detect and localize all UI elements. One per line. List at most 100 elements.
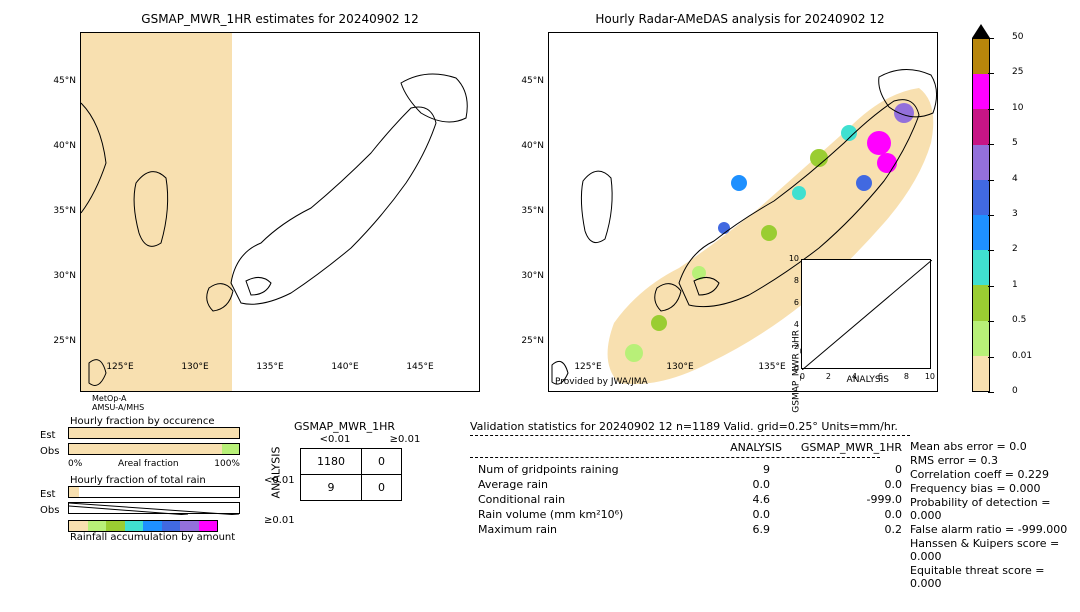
- left-lon-tick: 130°E: [175, 362, 215, 372]
- scatter-xtick: 8: [904, 372, 909, 381]
- colorbar-tick: 2: [1012, 244, 1018, 254]
- rain-palette-swatches: [68, 520, 218, 532]
- rain-swatch: [143, 521, 162, 531]
- ct-cell-10: 9: [301, 475, 362, 501]
- sensor-name: AMSU-A/MHS: [92, 404, 144, 413]
- right-lon-tick: 135°E: [752, 362, 792, 372]
- rain-swatch: [106, 521, 125, 531]
- score-line: RMS error = 0.3: [910, 454, 1075, 467]
- rainfall-accum-title: Rainfall accumulation by amount: [70, 532, 240, 543]
- stat-analysis: 6.9: [690, 522, 778, 537]
- stat-analysis: 0.0: [690, 477, 778, 492]
- frac2-obs-label: Obs: [40, 505, 64, 516]
- ct-cell-00: 1180: [301, 449, 362, 475]
- colorbar-tick: 0: [1012, 386, 1018, 396]
- stat-estimate: -999.0: [778, 492, 910, 507]
- contingency-table: 1180 0 9 0: [300, 448, 402, 501]
- right-lon-tick: 125°E: [568, 362, 608, 372]
- scatter-plot: [801, 259, 931, 369]
- colorbar-swatch: [973, 285, 989, 320]
- left-lat-tick: 25°N: [40, 336, 76, 346]
- colorbar-swatch: [973, 74, 989, 109]
- score-line: Hanssen & Kuipers score = 0.000: [910, 537, 1075, 563]
- stat-label: Conditional rain: [470, 492, 690, 507]
- colorbar-swatch: [973, 145, 989, 180]
- ct-col-cat-0: <0.01: [320, 434, 351, 445]
- scatter-ytick: 4: [794, 320, 799, 329]
- score-line: Equitable threat score = 0.000: [910, 564, 1075, 590]
- frac-axis-100: 100%: [214, 459, 240, 469]
- satellite-label: MetOp-A AMSU-A/MHS: [92, 395, 144, 413]
- colorbar-swatch: [973, 180, 989, 215]
- right-map-title: Hourly Radar-AMeDAS analysis for 2024090…: [545, 12, 935, 26]
- scatter-xtick: 2: [826, 372, 831, 381]
- frac2-est-label: Est: [40, 489, 64, 500]
- stat-estimate: 0.2: [778, 522, 910, 537]
- colorbar-swatch: [973, 215, 989, 250]
- score-line: Correlation coeff = 0.229: [910, 468, 1075, 481]
- stat-estimate: 0.0: [778, 507, 910, 522]
- right-lat-tick: 40°N: [508, 141, 544, 151]
- right-lon-tick: 130°E: [660, 362, 700, 372]
- rain-swatch: [180, 521, 199, 531]
- ct-cell-11: 0: [362, 475, 402, 501]
- colorbar-tick: 4: [1012, 174, 1018, 184]
- scatter-xtick: 10: [925, 372, 935, 381]
- contingency-col-header: GSMAP_MWR_1HR: [294, 420, 395, 433]
- scatter-ytick: 0: [794, 364, 799, 373]
- score-line: Mean abs error = 0.0: [910, 440, 1075, 453]
- colorbar-tick: 25: [1012, 67, 1023, 77]
- colorbar-tick: 50: [1012, 32, 1023, 42]
- stats-col1: ANALYSIS: [710, 440, 790, 455]
- stat-label: Average rain: [470, 477, 690, 492]
- scatter-xtick: 6: [878, 372, 883, 381]
- stats-header: Validation statistics for 20240902 12 n=…: [470, 420, 910, 433]
- colorbar-tick: 3: [1012, 209, 1018, 219]
- colorbar-tick: 0.01: [1012, 351, 1032, 361]
- colorbar-swatch: [973, 356, 989, 391]
- left-lon-tick: 135°E: [250, 362, 290, 372]
- rain-swatch: [199, 521, 218, 531]
- scatter-ytick: 10: [789, 254, 799, 263]
- colorbar-swatch: [973, 109, 989, 144]
- left-lon-tick: 125°E: [100, 362, 140, 372]
- ct-row-cat-0: <0.01: [264, 460, 295, 500]
- data-provider: Provided by JWA/JMA: [555, 377, 648, 387]
- left-lat-tick: 30°N: [40, 271, 76, 281]
- stat-estimate: 0.0: [778, 477, 910, 492]
- rain-swatch: [69, 521, 88, 531]
- ct-col-cat-1: ≥0.01: [390, 434, 421, 445]
- ct-cell-01: 0: [362, 449, 402, 475]
- rain-swatch: [88, 521, 107, 531]
- colorbar-over-triangle: [972, 24, 990, 38]
- left-lat-tick: 40°N: [40, 141, 76, 151]
- fraction-panel: Hourly fraction by occurence Est Obs 0% …: [40, 416, 240, 543]
- left-lon-tick: 145°E: [400, 362, 440, 372]
- colorbar-tick: 5: [1012, 138, 1018, 148]
- left-lat-tick: 45°N: [40, 76, 76, 86]
- frac-axis-0: 0%: [68, 459, 82, 469]
- stat-label: Rain volume (mm km²10⁶): [470, 507, 690, 522]
- stat-estimate: 0: [778, 462, 910, 477]
- validation-scores: Mean abs error = 0.0RMS error = 0.3Corre…: [910, 440, 1075, 591]
- scatter-ytick: 2: [794, 342, 799, 351]
- rain-swatch: [125, 521, 144, 531]
- score-line: Frequency bias = 0.000: [910, 482, 1075, 495]
- right-lat-tick: 25°N: [508, 336, 544, 346]
- frac-obs-label: Obs: [40, 446, 64, 457]
- fraction-occurrence-title: Hourly fraction by occurence: [70, 416, 240, 427]
- right-lat-tick: 35°N: [508, 206, 544, 216]
- colorbar-tick: 10: [1012, 103, 1023, 113]
- stats-col2: GSMAP_MWR_1HR: [790, 440, 910, 455]
- score-line: Probability of detection = 0.000: [910, 496, 1075, 522]
- left-map-title: GSMAP_MWR_1HR estimates for 20240902 12: [80, 12, 480, 26]
- left-lat-tick: 35°N: [40, 206, 76, 216]
- colorbar-swatch: [973, 39, 989, 74]
- fraction-totalrain-title: Hourly fraction of total rain: [70, 475, 240, 486]
- scatter-xtick: 4: [852, 372, 857, 381]
- left-lon-tick: 140°E: [325, 362, 365, 372]
- right-lat-tick: 30°N: [508, 271, 544, 281]
- ct-row-cat-1: ≥0.01: [264, 500, 295, 540]
- right-lat-tick: 45°N: [508, 76, 544, 86]
- scatter-xtick: 0: [800, 372, 805, 381]
